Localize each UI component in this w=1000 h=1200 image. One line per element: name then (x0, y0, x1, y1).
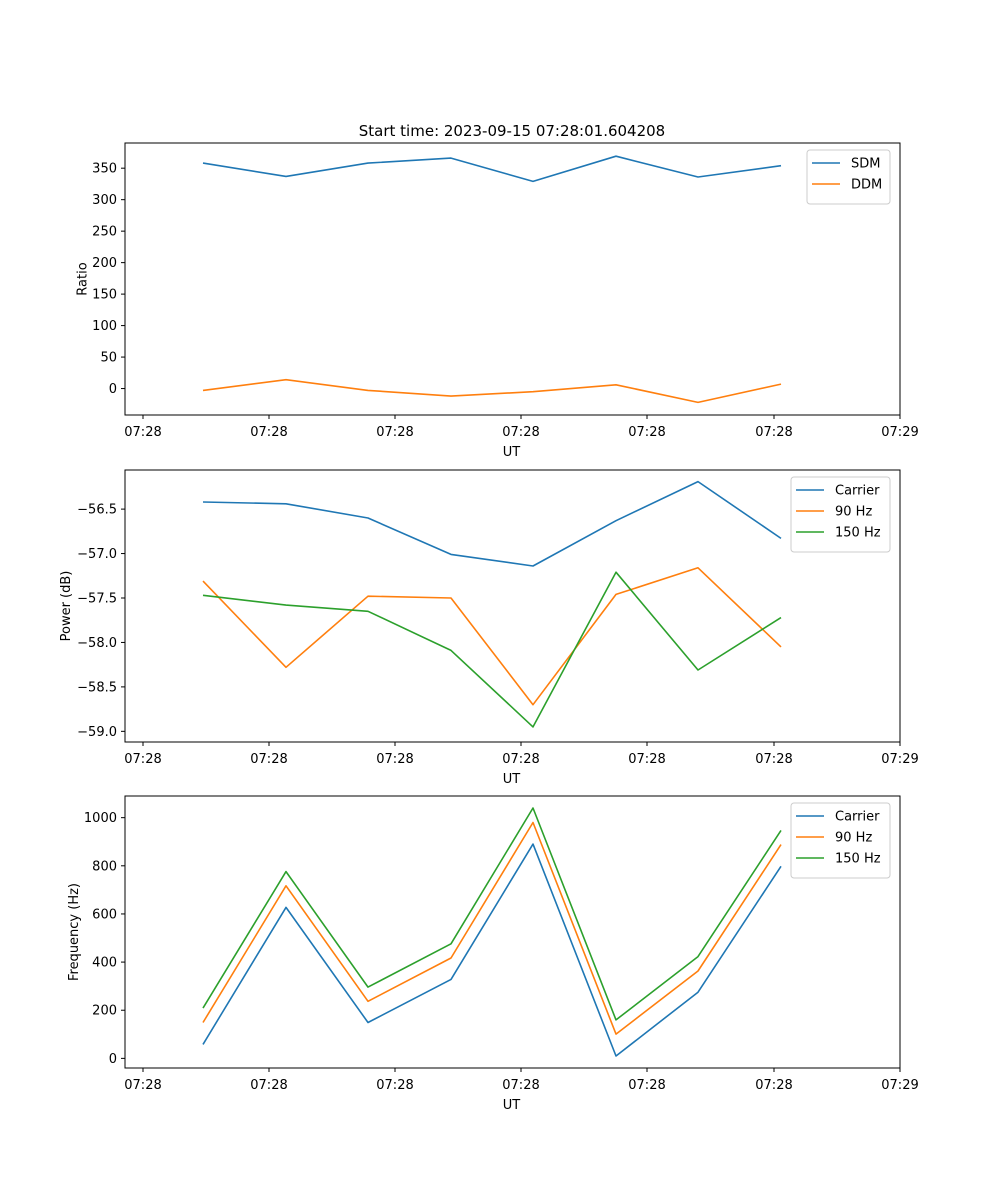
legend-box (790, 802, 891, 879)
x-tick-label: 07:28 (124, 752, 161, 767)
y-tick-label: −58.5 (77, 680, 117, 695)
legend-label: 90 Hz (835, 831, 872, 846)
x-tick-label: 07:28 (124, 1078, 161, 1093)
y-tick-label: −59.0 (77, 725, 117, 740)
legend-label: 150 Hz (835, 526, 881, 541)
y-tick-label: 400 (92, 956, 117, 971)
legend: Carrier 90 Hz 150 Hz (790, 802, 891, 879)
legend-label: 150 Hz (835, 852, 881, 867)
series-line-150-hz (202, 571, 782, 728)
y-tick-label: 350 (92, 162, 117, 177)
series-line-carrier (202, 480, 782, 567)
x-tick-label: 07:28 (376, 1078, 413, 1093)
y-tick-label: 600 (92, 907, 117, 922)
legend-box (790, 476, 891, 553)
x-tick-label: 07:28 (755, 425, 792, 440)
y-tick-label: −58.0 (77, 636, 117, 651)
y-tick-label: −57.0 (77, 547, 117, 562)
series-line-ddm (202, 378, 782, 404)
axes-frame (124, 142, 901, 416)
x-tick-label: 07:28 (376, 425, 413, 440)
legend: SDM DDM (806, 149, 891, 205)
y-tick-label: 800 (92, 859, 117, 874)
x-axis-label: UT (503, 1098, 521, 1113)
x-tick-label: 07:28 (755, 1078, 792, 1093)
x-tick-label: 07:28 (502, 752, 539, 767)
series-line-90-hz (202, 821, 782, 1035)
power-panel: 07:28 07:28 07:28 07:28 07:28 07:28 07:29 −59.0… (59, 469, 919, 787)
y-tick-label: 200 (92, 1004, 117, 1019)
legend-label: Carrier (835, 484, 880, 499)
y-tick-label: 100 (92, 319, 117, 334)
series-line-150-hz (202, 807, 782, 1021)
y-tick-label: −56.5 (77, 503, 117, 518)
y-tick-label: −57.5 (77, 592, 117, 607)
x-tick-label: 07:28 (376, 752, 413, 767)
y-tick-label: 0 (109, 382, 117, 397)
x-tick-label: 07:29 (881, 752, 918, 767)
x-tick-label: 07:29 (881, 425, 918, 440)
legend-label: SDM (851, 157, 880, 172)
x-tick-label: 07:28 (124, 425, 161, 440)
y-tick-label: 1000 (84, 811, 117, 826)
x-tick-label: 07:28 (628, 752, 665, 767)
y-tick-label: 250 (92, 225, 117, 240)
x-tick-label: 07:29 (881, 1078, 918, 1093)
series-line-sdm (202, 155, 782, 183)
x-tick-label: 07:28 (502, 1078, 539, 1093)
x-tick-label: 07:28 (755, 752, 792, 767)
legend-label: DDM (851, 178, 882, 193)
x-tick-label: 07:28 (628, 425, 665, 440)
x-axis-label: UT (503, 445, 521, 460)
y-tick-label: 150 (92, 288, 117, 303)
x-tick-label: 07:28 (250, 425, 287, 440)
y-tick-label: 200 (92, 256, 117, 271)
series-line-90-hz (202, 566, 782, 706)
legend-label: Carrier (835, 810, 880, 825)
figure-title: Start time: 2023-09-15 07:28:01.604208 (359, 122, 665, 140)
y-tick-label: 0 (109, 1052, 117, 1067)
x-tick-label: 07:28 (502, 425, 539, 440)
x-tick-label: 07:28 (628, 1078, 665, 1093)
x-axis-label: UT (503, 772, 521, 787)
ratio-panel: 07:28 07:28 07:28 07:28 07:28 07:28 07:29 0 50 10… (75, 142, 919, 460)
axes-frame (124, 469, 901, 743)
y-axis-label: Ratio (75, 262, 90, 295)
legend: Carrier 90 Hz 150 Hz (790, 476, 891, 553)
y-tick-label: 50 (100, 351, 117, 366)
y-tick-label: 300 (92, 193, 117, 208)
legend-label: 90 Hz (835, 505, 872, 520)
x-tick-label: 07:28 (250, 1078, 287, 1093)
x-tick-label: 07:28 (250, 752, 287, 767)
axes-frame (124, 795, 901, 1069)
y-axis-label: Frequency (Hz) (67, 883, 82, 981)
series-line-carrier (202, 843, 782, 1057)
frequency-panel: 07:28 07:28 07:28 07:28 07:28 07:28 07:29 0 200 4… (67, 795, 919, 1113)
y-axis-label: Power (dB) (59, 571, 74, 642)
